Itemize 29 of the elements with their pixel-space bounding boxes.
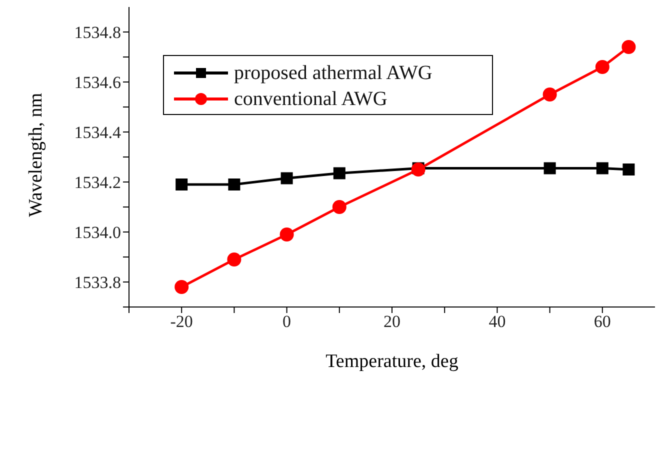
x-tick-label: 0 [282,312,292,332]
y-tick-label: 1533.8 [74,273,121,292]
point [174,280,189,294]
point [332,200,346,214]
y-axis-title: Wavelength, nm [26,92,47,217]
x-tick-label: 60 [594,312,611,332]
point [622,164,635,176]
point [228,178,240,190]
y-tick-label: 1534.6 [74,73,121,92]
y-tick-label: 1534.4 [74,123,122,142]
point [280,228,294,242]
point [227,252,242,266]
x-axis-title: Temperature, deg [326,351,459,372]
point [595,60,610,74]
point [622,40,636,54]
point [280,172,293,184]
point [544,162,556,174]
y-tick-label: 1534.8 [74,23,121,42]
x-tick-label: 40 [488,312,506,332]
legend-label: proposed athermal AWG [234,61,432,86]
y-tick-label: 1534.0 [74,223,121,242]
point [176,178,188,190]
y-tick-label: 1534.2 [74,173,121,192]
point [542,88,557,102]
x-tick-label: -20 [170,312,193,332]
x-tick-label: 20 [384,312,400,332]
point [333,167,346,180]
legend-label: conventional AWG [234,87,388,112]
point [596,162,608,174]
